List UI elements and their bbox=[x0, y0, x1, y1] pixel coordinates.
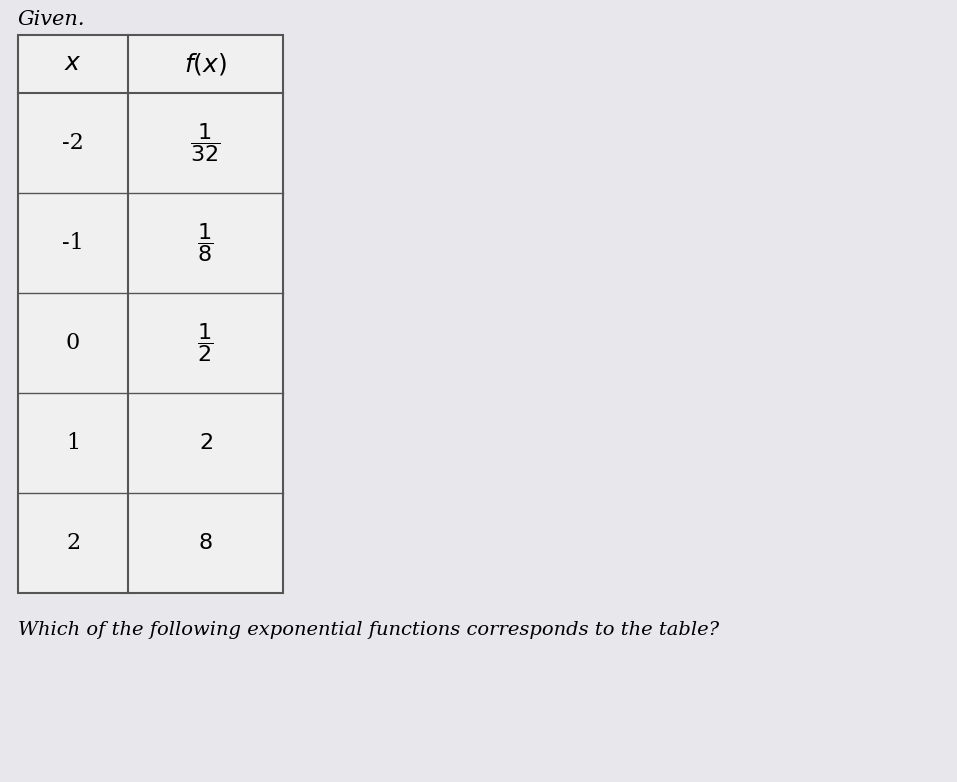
Text: -1: -1 bbox=[62, 232, 84, 254]
Text: $x$: $x$ bbox=[64, 52, 81, 76]
Text: Which of the following exponential functions corresponds to the table?: Which of the following exponential funct… bbox=[18, 621, 719, 639]
Text: 2: 2 bbox=[66, 532, 80, 554]
Text: 0: 0 bbox=[66, 332, 80, 354]
Text: $\dfrac{1}{8}$: $\dfrac{1}{8}$ bbox=[197, 221, 213, 264]
Text: $8$: $8$ bbox=[198, 532, 212, 554]
Text: Given.: Given. bbox=[18, 10, 85, 29]
Text: $2$: $2$ bbox=[198, 432, 212, 454]
Text: $\dfrac{1}{32}$: $\dfrac{1}{32}$ bbox=[190, 121, 221, 164]
Bar bbox=[18, 35, 283, 593]
Text: 1: 1 bbox=[66, 432, 80, 454]
Text: $\dfrac{1}{2}$: $\dfrac{1}{2}$ bbox=[197, 321, 213, 364]
Text: -2: -2 bbox=[62, 132, 84, 154]
Text: $f(x)$: $f(x)$ bbox=[184, 51, 227, 77]
